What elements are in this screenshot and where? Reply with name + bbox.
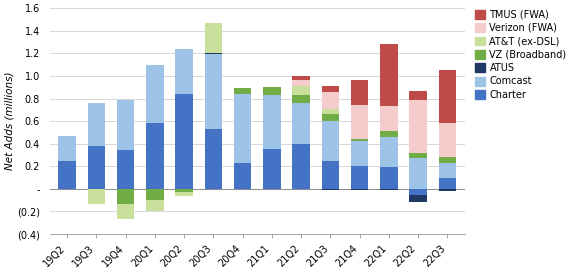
Bar [263,149,281,189]
Bar [292,76,310,81]
Bar [380,44,398,106]
Bar [351,189,368,190]
Bar [410,153,427,158]
Bar [234,163,252,189]
Bar [88,146,105,189]
Bar [380,167,398,189]
Bar [205,53,222,55]
Bar [176,192,193,196]
Bar [321,114,339,121]
Bar [439,189,456,191]
Bar [58,136,76,161]
Bar [380,189,398,190]
Bar [88,189,105,204]
Bar [439,157,456,163]
Bar [117,150,134,189]
Bar [321,189,339,190]
Bar [410,189,427,195]
Bar [380,137,398,167]
Bar [234,94,252,163]
Bar [292,103,310,144]
Bar [263,95,281,149]
Bar [321,92,339,109]
Bar [351,141,368,166]
Bar [351,81,368,105]
Bar [292,144,310,189]
Bar [146,65,164,123]
Bar [146,189,164,200]
Bar [351,166,368,189]
Bar [351,139,368,141]
Bar [380,106,398,131]
Bar [380,131,398,137]
Bar [146,200,164,212]
Bar [205,129,222,189]
Bar [321,109,339,114]
Bar [117,100,134,150]
Bar [263,87,281,95]
Bar [176,189,193,192]
Bar [410,91,427,100]
Bar [117,189,134,204]
Bar [439,70,456,123]
Bar [205,23,222,53]
Bar [410,100,427,153]
Bar [176,94,193,189]
Bar [321,121,339,161]
Bar [439,178,456,189]
Bar [321,161,339,189]
Bar [146,123,164,189]
Bar [439,163,456,178]
Bar [58,161,76,189]
Bar [351,105,368,139]
Bar [176,49,193,94]
Bar [410,158,427,189]
Bar [292,81,310,86]
Bar [88,103,105,146]
Y-axis label: Net Adds (millions): Net Adds (millions) [4,72,14,170]
Bar [234,88,252,94]
Bar [205,55,222,129]
Bar [292,86,310,95]
Bar [292,95,310,103]
Bar [117,204,134,219]
Bar [410,195,427,203]
Legend: TMUS (FWA), Verizon (FWA), AT&T (ex-DSL), VZ (Broadband), ATUS, Comcast, Charter: TMUS (FWA), Verizon (FWA), AT&T (ex-DSL)… [474,8,567,101]
Bar [439,123,456,157]
Bar [321,86,339,92]
